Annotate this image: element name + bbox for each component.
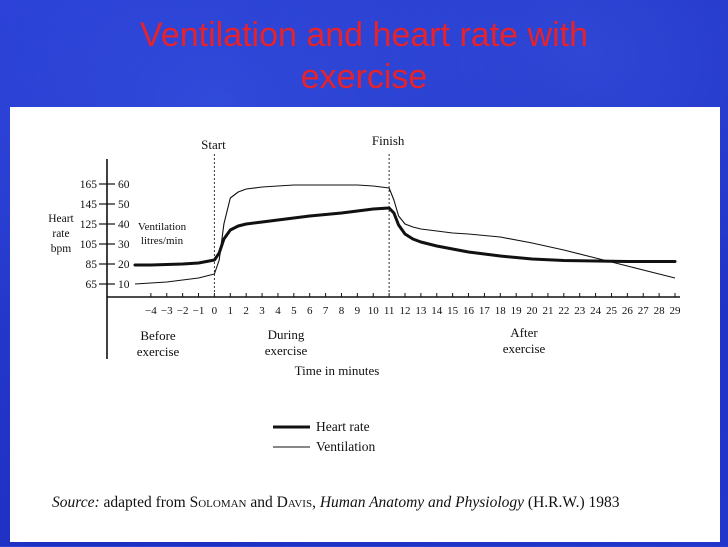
x-tick-label: 19 — [511, 305, 523, 317]
ventilation-tick-label: 20 — [118, 259, 130, 271]
heart-rate-tick-label: 85 — [86, 259, 98, 271]
chart-panel: 165 145 125 105 85 65 60 50 40 30 20 10 Heart rate bpm… — [10, 107, 720, 542]
heart-rate-line — [133, 206, 677, 267]
x-tick-label: 4 — [275, 305, 281, 317]
ventilation-line — [134, 184, 676, 285]
x-tick-label: −2 — [177, 305, 189, 317]
ventilation-tick-label: 30 — [118, 239, 130, 251]
x-tick-label: −4 — [145, 305, 157, 317]
x-tick-label: 16 — [463, 305, 475, 317]
x-tick-label: 17 — [479, 305, 491, 317]
x-tick-label: 12 — [400, 305, 411, 317]
x-axis-title: Time in minutes — [295, 363, 380, 378]
source-book: Human Anatomy and Physiology — [319, 494, 525, 511]
x-tick-label: 7 — [323, 305, 329, 317]
source-citation: Source: adapted from Soloman and Davis, … — [52, 494, 620, 511]
x-tick-label: 9 — [355, 305, 361, 317]
title-line-1: Ventilation and heart rate with — [140, 16, 588, 54]
x-tick-label: 21 — [542, 305, 553, 317]
heart-rate-tick-label: 145 — [80, 199, 98, 211]
x-tick-label: 14 — [431, 305, 443, 317]
x-tick-label: 25 — [606, 305, 618, 317]
x-tick-label: 29 — [670, 305, 682, 317]
x-tick-label: 20 — [527, 305, 539, 317]
x-tick-label: 10 — [368, 305, 380, 317]
phase-label: Before — [140, 328, 176, 343]
ventilation-tick-label: 50 — [118, 199, 130, 211]
phase-label: exercise — [503, 341, 546, 356]
ventilation-tick-label: 60 — [118, 179, 130, 191]
x-tick-label: 26 — [622, 305, 634, 317]
heart-rate-tick-label: 65 — [86, 279, 98, 291]
x-tick-label: 18 — [495, 305, 507, 317]
x-tick-label: 15 — [447, 305, 459, 317]
x-tick-label: 5 — [291, 305, 297, 317]
x-tick-label: 27 — [638, 305, 650, 317]
source-author-1: Soloman — [189, 494, 247, 511]
x-tick-label: 8 — [339, 305, 345, 317]
x-tick-label: 24 — [590, 305, 602, 317]
phase-label: exercise — [137, 344, 180, 359]
x-tick-label: 23 — [574, 305, 586, 317]
marker-label: Start — [201, 137, 226, 152]
x-tick-label: 22 — [558, 305, 569, 317]
ventilation-axis-label: litres/min — [141, 235, 184, 247]
heart-rate-tick-label: 125 — [80, 219, 98, 231]
source-publisher: (H.R.W.) 1983 — [527, 494, 620, 511]
heart-rate-tick-label: 105 — [80, 239, 98, 251]
marker-label: Finish — [372, 133, 405, 148]
title-line-2: exercise — [300, 58, 428, 96]
ventilation-tick-label: 10 — [118, 279, 130, 291]
x-tick-label: 6 — [307, 305, 313, 317]
x-tick-label: 3 — [259, 305, 265, 317]
legend-label-heart-rate: Heart rate — [316, 419, 370, 434]
slide-title: Ventilation and heart rate with exercise — [0, 14, 728, 98]
source-and: and — [250, 494, 273, 511]
x-tick-label: 13 — [415, 305, 427, 317]
source-text: adapted from — [103, 494, 186, 511]
x-tick-label: 0 — [212, 305, 218, 317]
phase-label: During — [268, 327, 305, 342]
x-tick-label: −3 — [161, 305, 173, 317]
heart-rate-axis-label: Heart — [48, 213, 74, 225]
x-tick-label: 11 — [384, 305, 395, 317]
heart-rate-axis-label: bpm — [51, 243, 72, 255]
source-label: Source: — [52, 494, 100, 511]
ventilation-tick-label: 40 — [118, 219, 130, 231]
x-tick-label: 28 — [654, 305, 666, 317]
ventilation-axis-label: Ventilation — [138, 221, 187, 233]
source-author-2: Davis — [276, 494, 313, 511]
x-tick-label: 2 — [243, 305, 249, 317]
phase-label: exercise — [265, 343, 308, 358]
heart-rate-axis-label: rate — [52, 228, 69, 240]
x-tick-label: 1 — [228, 305, 234, 317]
phase-label: After — [510, 325, 538, 340]
exercise-chart: 1651451251058565605040302010Heartratebpm… — [48, 133, 682, 454]
legend-label-ventilation: Ventilation — [316, 439, 375, 454]
x-tick-label: −1 — [193, 305, 205, 317]
heart-rate-tick-label: 165 — [80, 179, 98, 191]
